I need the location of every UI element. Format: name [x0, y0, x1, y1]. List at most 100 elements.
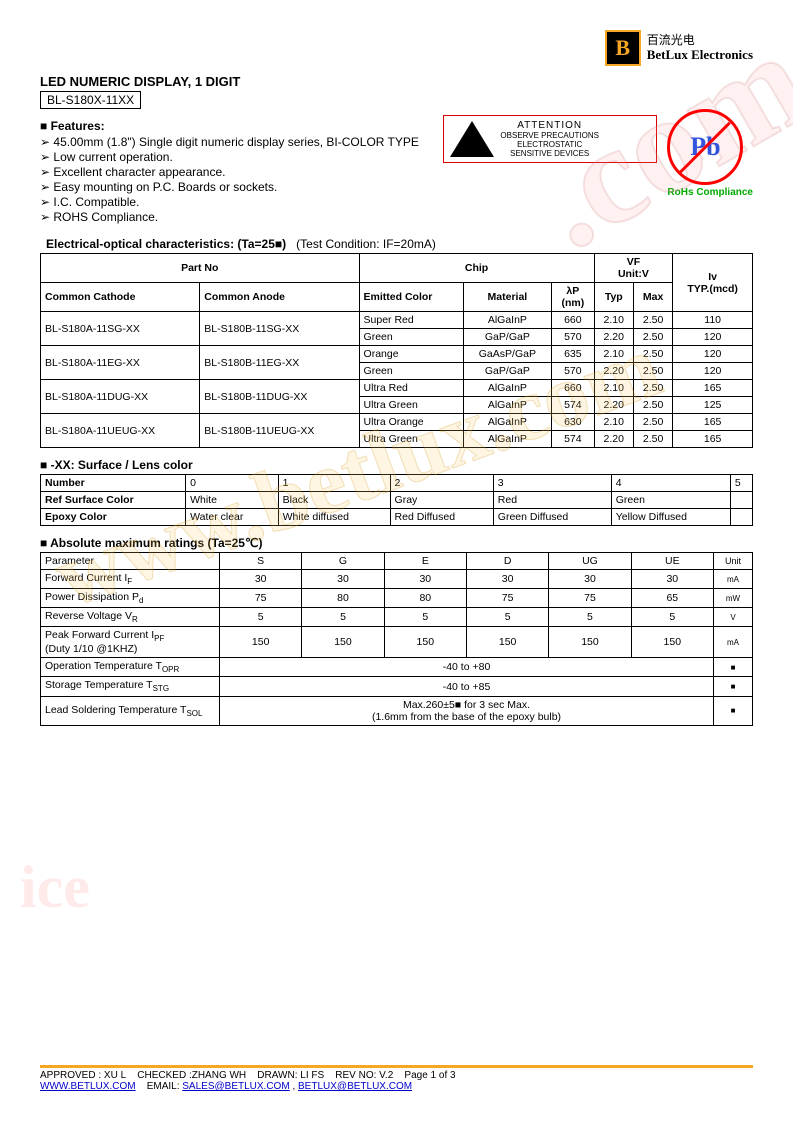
- eo-cell: 2.50: [633, 431, 672, 448]
- amr-cell: Operation Temperature TOPR: [41, 658, 220, 677]
- pb-icon: Pb: [667, 109, 743, 185]
- amr-cell: 30: [631, 570, 713, 589]
- lens-cell: Black: [278, 492, 390, 509]
- amr-cell: Reverse Voltage VR: [41, 608, 220, 627]
- eo-cell: 2.50: [633, 414, 672, 431]
- eo-cell: BL-S180A-11EG-XX: [41, 346, 200, 380]
- features-head: Features:: [40, 119, 433, 133]
- amr-cell: Peak Forward Current IPF(Duty 1/10 @1KHZ…: [41, 627, 220, 658]
- eo-cell: GaP/GaP: [463, 363, 552, 380]
- eo-cell: GaAsP/GaP: [463, 346, 552, 363]
- amr-cell: Power Dissipation Pd: [41, 589, 220, 608]
- amr-cell: Lead Soldering Temperature TSOL: [41, 696, 220, 725]
- eo-cell: 165: [673, 431, 753, 448]
- amr-cell: -40 to +85: [220, 677, 714, 696]
- amr-cell: 30: [549, 570, 631, 589]
- part-number: BL-S180X-11XX: [40, 91, 141, 109]
- amr-cell: ■: [714, 658, 753, 677]
- amr-cell: 5: [631, 608, 713, 627]
- eo-th: Common Anode: [200, 283, 359, 312]
- rohs-label: RoHs Compliance: [667, 187, 753, 198]
- eo-cell: Ultra Orange: [359, 414, 463, 431]
- footer: APPROVED : XU L CHECKED :ZHANG WH DRAWN:…: [40, 1065, 753, 1092]
- lens-cell: Epoxy Color: [41, 509, 186, 526]
- eo-title: Electrical-optical characteristics: (Ta=…: [46, 237, 753, 251]
- eo-cell: BL-S180B-11SG-XX: [200, 312, 359, 346]
- footer-email[interactable]: SALES@BETLUX.COM: [182, 1081, 289, 1092]
- lens-cell: [730, 509, 752, 526]
- amr-head-cell: Unit: [714, 553, 753, 570]
- amr-head-cell: UE: [631, 553, 713, 570]
- eo-cell: 574: [552, 397, 594, 414]
- amr-cell: V: [714, 608, 753, 627]
- eo-cell: 2.50: [633, 363, 672, 380]
- eo-cell: AlGaInP: [463, 397, 552, 414]
- eo-cell: Green: [359, 363, 463, 380]
- eo-th: Chip: [359, 254, 594, 283]
- amr-cell: 5: [384, 608, 466, 627]
- logo-icon: B: [605, 30, 641, 66]
- eo-cell: AlGaInP: [463, 431, 552, 448]
- features-list: 45.00mm (1.8") Single digit numeric disp…: [40, 135, 433, 224]
- feature-item: Easy mounting on P.C. Boards or sockets.: [58, 180, 433, 194]
- esd-icon: [450, 121, 494, 157]
- amr-cell: 80: [302, 589, 384, 608]
- amr-cell: -40 to +80: [220, 658, 714, 677]
- eo-cell: 570: [552, 363, 594, 380]
- eo-cell: 574: [552, 431, 594, 448]
- lens-cell: 0: [186, 475, 279, 492]
- amr-cell: mA: [714, 570, 753, 589]
- footer-email[interactable]: BETLUX@BETLUX.COM: [298, 1081, 412, 1092]
- lens-title: -XX: Surface / Lens color: [40, 458, 753, 472]
- feature-item: Excellent character appearance.: [58, 165, 433, 179]
- page-title: LED NUMERIC DISPLAY, 1 DIGIT: [40, 74, 753, 89]
- eo-cell: 165: [673, 414, 753, 431]
- amr-cell: 75: [466, 589, 548, 608]
- amr-head-cell: E: [384, 553, 466, 570]
- amr-cell: 150: [302, 627, 384, 658]
- eo-cell: Ultra Green: [359, 431, 463, 448]
- eo-cell: 2.50: [633, 346, 672, 363]
- eo-cell: GaP/GaP: [463, 329, 552, 346]
- lens-cell: White diffused: [278, 509, 390, 526]
- footer-url[interactable]: WWW.BETLUX.COM: [40, 1081, 136, 1092]
- esd-title: ATTENTION: [500, 120, 599, 131]
- lens-cell: Water clear: [186, 509, 279, 526]
- amr-title: Absolute maximum ratings (Ta=25℃): [40, 536, 753, 550]
- lens-cell: 3: [493, 475, 611, 492]
- eo-cell: 570: [552, 329, 594, 346]
- eo-cell: AlGaInP: [463, 414, 552, 431]
- eo-th: Emitted Color: [359, 283, 463, 312]
- eo-cell: BL-S180B-11EG-XX: [200, 346, 359, 380]
- eo-cell: Super Red: [359, 312, 463, 329]
- amr-cell: 5: [549, 608, 631, 627]
- eo-cell: Ultra Red: [359, 380, 463, 397]
- amr-cell: Forward Current IF: [41, 570, 220, 589]
- eo-table: Part No Chip VFUnit:V IvTYP.(mcd) Common…: [40, 253, 753, 448]
- eo-cell: 635: [552, 346, 594, 363]
- logo-cn: 百流光电: [647, 33, 753, 47]
- logo-en: BetLux Electronics: [647, 47, 753, 63]
- amr-cell: mA: [714, 627, 753, 658]
- eo-cell: 2.20: [594, 329, 633, 346]
- watermark-3: ice: [20, 853, 90, 922]
- amr-cell: 5: [466, 608, 548, 627]
- esd-line: ELECTROSTATIC: [500, 140, 599, 149]
- eo-th: Max: [633, 283, 672, 312]
- eo-cell: 120: [673, 329, 753, 346]
- amr-cell: 150: [384, 627, 466, 658]
- feature-item: ROHS Compliance.: [58, 210, 433, 224]
- eo-cell: Green: [359, 329, 463, 346]
- footer-drawn: DRAWN: LI FS: [257, 1070, 324, 1081]
- footer-rev: REV NO: V.2: [335, 1070, 393, 1081]
- amr-cell: 5: [302, 608, 384, 627]
- feature-item: Low current operation.: [58, 150, 433, 164]
- eo-cell: BL-S180A-11SG-XX: [41, 312, 200, 346]
- eo-th: Part No: [41, 254, 360, 283]
- eo-cell: 2.50: [633, 397, 672, 414]
- eo-cell: BL-S180A-11DUG-XX: [41, 380, 200, 414]
- footer-email-label: EMAIL:: [147, 1081, 180, 1092]
- amr-cell: 65: [631, 589, 713, 608]
- eo-cell: Ultra Green: [359, 397, 463, 414]
- eo-th: Material: [463, 283, 552, 312]
